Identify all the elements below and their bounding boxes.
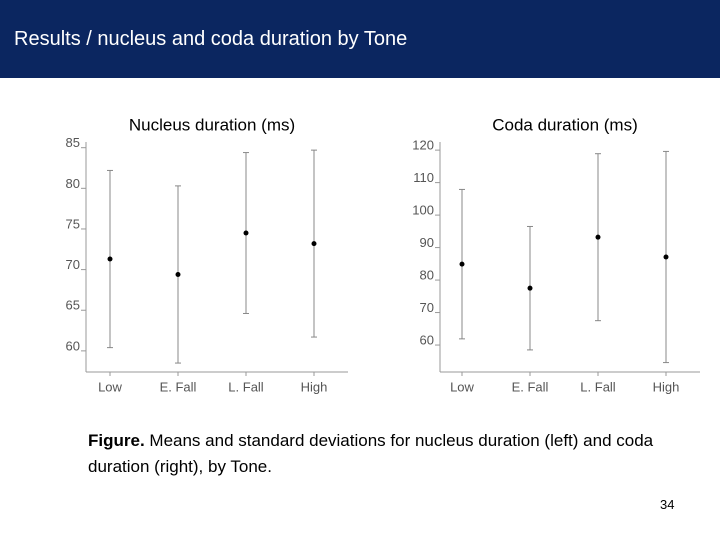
mean-point	[175, 271, 181, 277]
x-tick-label: E. Fall	[160, 379, 197, 394]
y-tick-label: 80	[66, 176, 80, 191]
x-tick-label: L. Fall	[228, 379, 264, 394]
y-tick-label: 65	[66, 298, 80, 313]
mean-point	[311, 241, 317, 247]
chart-title: Coda duration (ms)	[492, 115, 638, 134]
mean-point	[527, 285, 533, 291]
y-tick-label: 90	[420, 235, 434, 250]
x-tick-label: E. Fall	[512, 379, 549, 394]
y-tick-label: 60	[420, 332, 434, 347]
x-tick-label: Low	[98, 379, 122, 394]
x-tick-label: High	[653, 379, 680, 394]
x-tick-label: L. Fall	[580, 379, 616, 394]
y-tick-label: 80	[420, 268, 434, 283]
chart-title: Nucleus duration (ms)	[129, 115, 295, 134]
mean-point	[107, 256, 113, 262]
page-number: 34	[660, 497, 675, 512]
mean-point	[243, 230, 249, 236]
y-tick-label: 70	[420, 300, 434, 315]
header-bar: Results / nucleus and coda duration by T…	[0, 0, 720, 78]
y-tick-label: 85	[66, 135, 80, 150]
caption-text: Means and standard deviations for nucleu…	[88, 431, 654, 476]
y-tick-label: 110	[413, 170, 434, 185]
charts: Nucleus duration (ms) 60 65 70 75 80 85 Low E. F…	[66, 115, 700, 394]
caption: Figure. Means and standard deviations fo…	[88, 428, 713, 480]
y-tick-label: 70	[66, 257, 80, 272]
y-tick-label: 120	[412, 138, 434, 153]
mean-point	[663, 254, 669, 260]
x-tick-label: High	[301, 379, 328, 394]
x-tick-label: Low	[450, 379, 474, 394]
y-tick-label: 75	[66, 216, 80, 231]
mean-point	[595, 234, 601, 240]
y-tick-label: 100	[412, 203, 434, 218]
caption-label: Figure.	[88, 431, 145, 450]
y-tick-label: 60	[66, 338, 80, 353]
slide-title: Results / nucleus and coda duration by T…	[14, 28, 408, 50]
mean-point	[459, 261, 465, 267]
